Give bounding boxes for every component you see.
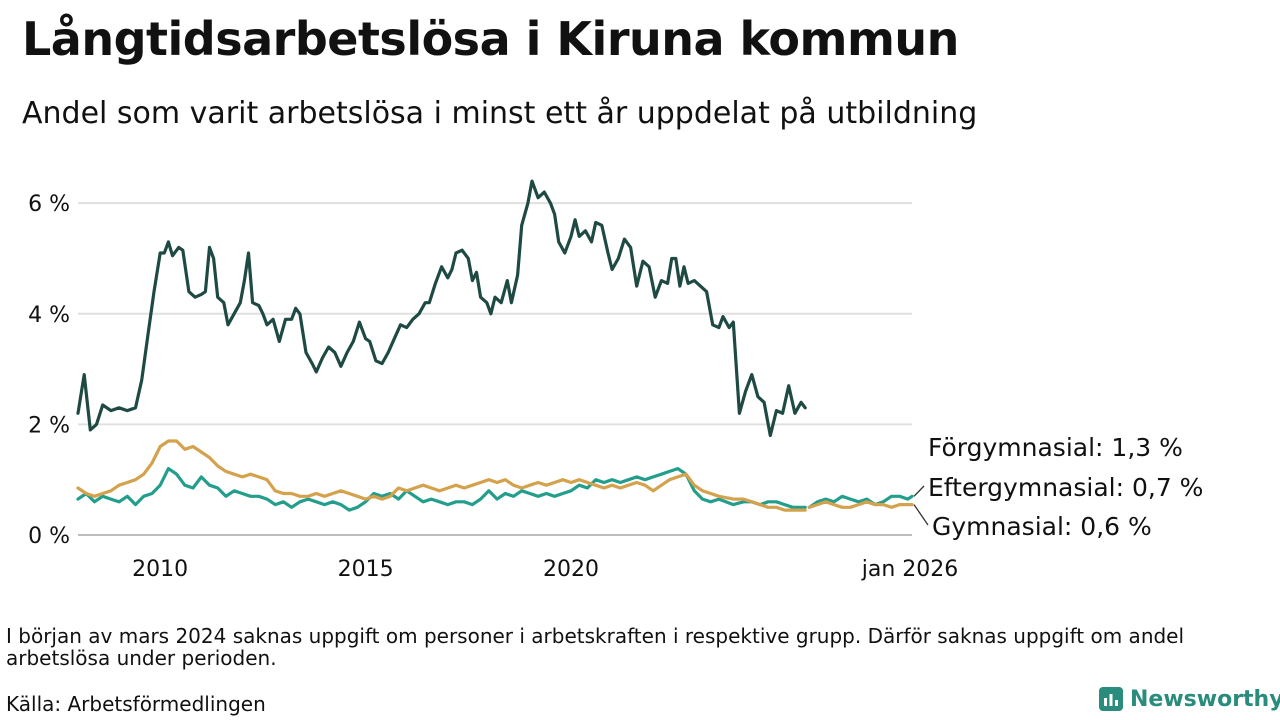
label-leader-line (913, 485, 925, 497)
source-text: Källa: Arbetsförmedlingen (6, 692, 266, 716)
series-line-eftergymnasial (807, 494, 914, 509)
y-tick-label: 0 % (28, 524, 70, 549)
axes: 0 % 2 % 4 % 6 % 2010 2015 2020 jan 2026 (28, 192, 958, 582)
x-tick-label: jan 2026 (861, 557, 959, 582)
chart-title: Långtidsarbetslösa i Kiruna kommun (22, 12, 959, 66)
x-tick-label: 2015 (338, 557, 394, 582)
y-tick-label: 6 % (28, 192, 70, 217)
brand-name: Newsworthy (1130, 686, 1280, 712)
brand-logo: Newsworthy (1098, 686, 1280, 712)
series-label-gymnasial: Gymnasial: 0,6 % (932, 512, 1152, 541)
x-tick-label: 2010 (132, 557, 188, 582)
line-chart: 0 % 2 % 4 % 6 % 2010 2015 2020 jan 2026 Förgymn… (28, 179, 1203, 582)
series-line-förgymnasial (76, 179, 807, 438)
series-label-förgymnasial: Förgymnasial: 1,3 % (928, 433, 1183, 462)
label-leader-line (913, 504, 929, 526)
chart-subtitle: Andel som varit arbetslösa i minst ett å… (22, 96, 978, 131)
series-lines (76, 179, 914, 512)
x-tick-label: 2020 (543, 557, 599, 582)
y-tick-label: 4 % (28, 303, 70, 328)
series-label-eftergymnasial: Eftergymnasial: 0,7 % (928, 473, 1203, 502)
series-line-eftergymnasial (76, 467, 807, 512)
newsworthy-logo-icon (1099, 687, 1123, 711)
gridlines (78, 202, 912, 536)
series-line-gymnasial (76, 439, 807, 512)
y-tick-label: 2 % (28, 413, 70, 438)
footnote: I början av mars 2024 saknas uppgift om … (6, 624, 1185, 670)
series-labels: Förgymnasial: 1,3 % Eftergymnasial: 0,7 %… (913, 433, 1203, 541)
series-line-gymnasial (807, 500, 914, 509)
